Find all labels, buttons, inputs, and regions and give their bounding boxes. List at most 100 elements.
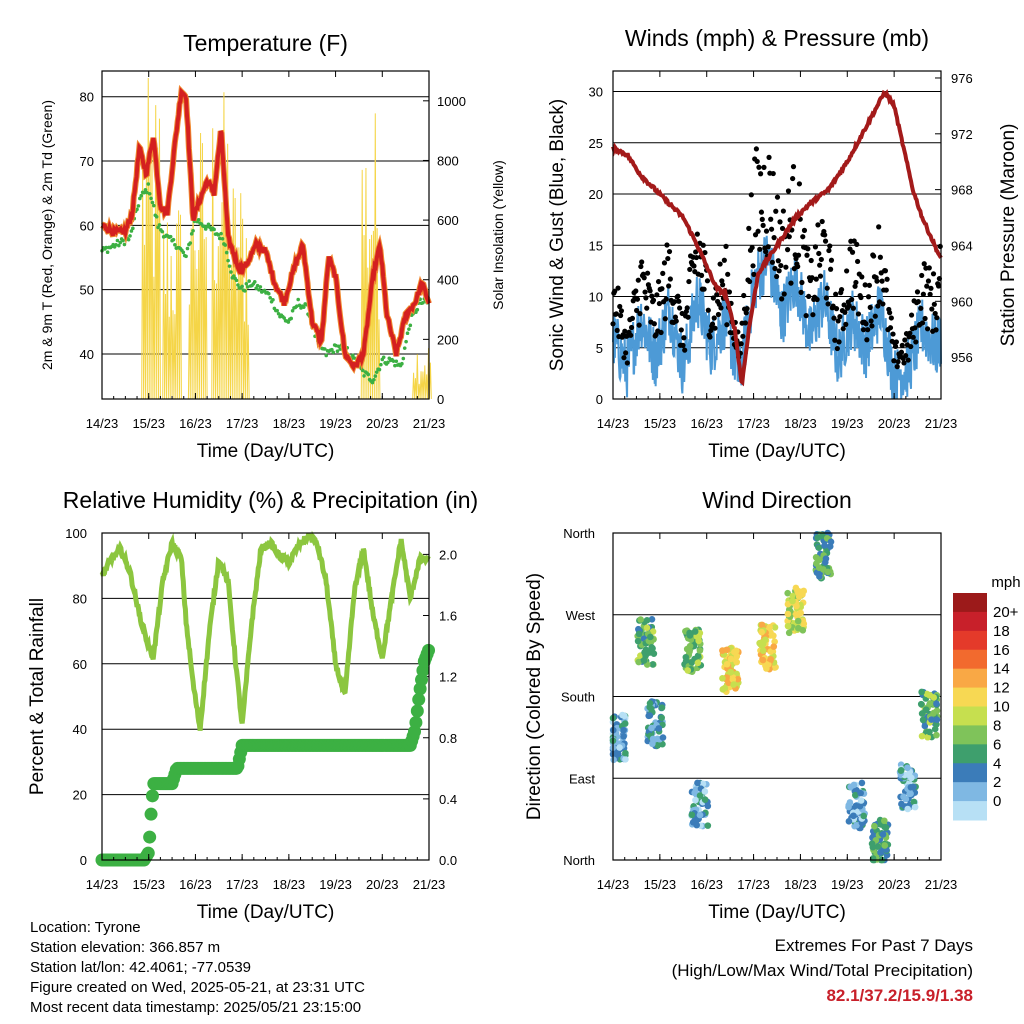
direction-point	[682, 653, 690, 661]
gust-point	[865, 327, 871, 333]
legend-label: 0	[993, 793, 1001, 810]
direction-point	[770, 643, 778, 650]
gust-point	[844, 268, 850, 274]
dewpoint-point	[252, 280, 257, 284]
gust-point	[780, 208, 786, 214]
direction-point	[827, 538, 835, 546]
direction-point	[721, 684, 729, 692]
extremes-box: Extremes For Past 7 Days (High/Low/Max W…	[672, 933, 973, 1008]
y2-tick-label: 960	[951, 294, 973, 309]
gust-point	[717, 261, 723, 267]
gust-point	[902, 337, 908, 343]
direction-point	[933, 700, 940, 708]
gust-point	[849, 296, 855, 303]
gust-point	[882, 268, 889, 274]
direction-point	[799, 626, 807, 634]
y2-tick-label: 968	[951, 183, 973, 198]
dewpoint-point	[191, 228, 195, 233]
gust-point	[854, 258, 861, 265]
gust-point	[760, 222, 766, 228]
gust-point	[819, 218, 825, 225]
gust-point	[828, 257, 835, 263]
y2-tick-label: 2.0	[439, 547, 457, 562]
gust-point	[763, 248, 769, 255]
direction-point	[610, 756, 617, 764]
gust-point	[843, 321, 849, 327]
x-tick-label: 19/23	[319, 416, 352, 431]
gust-point	[846, 303, 852, 309]
dewpoint-point	[372, 377, 376, 382]
gust-point	[919, 272, 925, 279]
precip-point	[412, 693, 426, 707]
direction-point	[919, 716, 927, 724]
y-axis-label: Percent & Total Rainfall	[27, 598, 48, 795]
direction-point	[856, 802, 864, 810]
dewpoint-point	[379, 362, 383, 367]
direction-point	[821, 542, 828, 549]
direction-point	[622, 749, 629, 757]
dewpoint-point	[370, 380, 375, 385]
gust-point	[915, 299, 921, 305]
gust-point	[642, 289, 648, 295]
gust-point	[708, 327, 714, 334]
y2-tick-label: 0.4	[439, 792, 457, 807]
direction-point	[858, 779, 866, 787]
gust-point	[753, 146, 759, 152]
gust-point	[649, 293, 655, 299]
gust-point	[841, 302, 847, 308]
direction-point	[704, 822, 712, 829]
x-tick-label: 18/23	[273, 416, 306, 431]
gust-point	[901, 360, 907, 366]
direction-point	[911, 803, 919, 811]
gust-point	[922, 315, 928, 322]
gust-point	[822, 238, 829, 244]
gust-point	[894, 364, 900, 370]
x-tick-label: 19/23	[831, 416, 864, 431]
x-tick-label: 17/23	[226, 416, 259, 431]
direction-point	[918, 732, 926, 740]
gust-point	[926, 265, 932, 271]
gust-point	[825, 301, 831, 307]
gust-point	[721, 257, 727, 263]
direction-point	[658, 714, 665, 722]
dewpoint-point	[236, 283, 240, 287]
gust-point	[768, 226, 775, 232]
gust-point	[893, 339, 899, 345]
gust-point	[677, 305, 683, 311]
dewpoint-point	[188, 241, 193, 245]
gust-point	[831, 315, 837, 321]
gust-point	[778, 262, 784, 269]
direction-point	[795, 593, 803, 600]
dewpoint-point	[128, 234, 132, 238]
y-tick-label: 40	[73, 722, 87, 737]
direction-point	[621, 712, 628, 720]
gust-point	[757, 246, 763, 252]
direction-point	[719, 675, 726, 682]
direction-point	[767, 629, 774, 636]
direction-point	[727, 668, 734, 676]
gust-point	[834, 345, 840, 352]
y2-axis-label: Solar Insolation (Yellow)	[490, 160, 506, 310]
direction-point	[897, 767, 905, 774]
direction-point	[933, 716, 941, 723]
gust-point	[763, 228, 770, 234]
gust-point	[659, 286, 665, 292]
direction-point	[692, 786, 700, 793]
y-tick-label: East	[569, 771, 595, 786]
gust-point	[908, 312, 915, 318]
direction-point	[692, 796, 699, 804]
direction-point	[686, 632, 694, 639]
dewpoint-point	[234, 278, 239, 283]
gust-point	[662, 316, 668, 322]
gust-point	[671, 299, 678, 305]
dewpoint-point	[226, 258, 230, 263]
gust-point	[700, 242, 706, 248]
x-tick-label: 14/23	[597, 877, 630, 892]
direction-point	[931, 725, 939, 733]
direction-point	[730, 681, 737, 688]
direction-point	[694, 659, 702, 667]
direction-point	[789, 597, 796, 605]
direction-point	[761, 636, 769, 644]
gust-point	[694, 231, 700, 237]
gust-point	[779, 225, 786, 232]
